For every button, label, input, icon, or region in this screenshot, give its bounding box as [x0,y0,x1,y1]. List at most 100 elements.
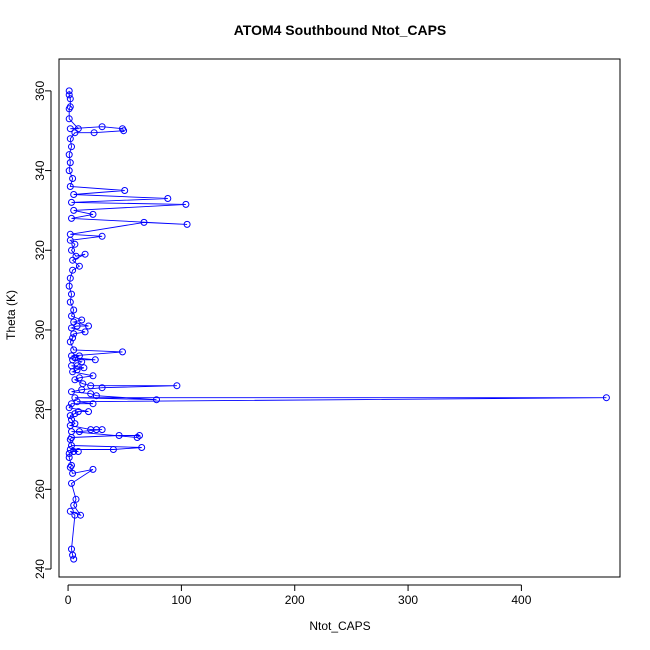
data-point [173,382,181,390]
data-point [69,256,77,264]
data-point [71,420,79,428]
data-point [66,125,74,133]
data-point [68,416,75,424]
data-point [89,372,97,380]
data-point [66,338,74,346]
data-point [182,200,190,208]
y-tick-label: 260 [33,479,47,499]
data-point [89,465,97,473]
data-point [70,191,78,198]
data-point [72,252,80,260]
chart-title: ATOM4 Southbound Ntot_CAPS [234,22,447,38]
data-point [81,328,89,336]
data-point [71,240,79,248]
data-point [81,250,89,258]
data-point [69,356,77,364]
data-point [119,125,126,133]
data-point [68,545,75,553]
data-point [71,129,79,137]
data-point [75,262,83,270]
data-point [66,159,74,167]
y-axis: 240 260 280 300 320 340 360 [33,81,52,579]
data-point [133,434,141,441]
data-point [75,428,83,436]
data-point [72,495,80,503]
data-point [70,555,78,563]
data-point [70,318,78,326]
y-tick-label: 280 [33,399,47,419]
data-point [85,322,92,330]
data-point [74,125,82,133]
data-point [73,362,81,370]
data-point [68,143,75,151]
data-point [74,448,82,455]
data-point [71,354,79,362]
data-point [65,115,73,123]
data-point [69,266,77,274]
data-point [65,450,73,457]
data-point [70,206,78,214]
data-point [183,220,191,228]
data-point [65,151,73,159]
y-tick-label: 320 [33,240,47,260]
data-point [66,298,74,306]
y-tick-label: 300 [33,320,47,340]
data-point [71,376,79,384]
data-point [138,444,146,451]
data-point [89,210,97,218]
data-point [68,312,75,320]
data-point [136,432,143,439]
data-point [68,388,75,396]
y-axis-label: Theta (K) [4,290,18,340]
data-point [164,195,172,202]
data-point [68,352,75,360]
data-point [71,394,79,402]
x-tick-label: 200 [285,593,305,607]
data-point [68,214,75,222]
data-point [68,290,75,298]
x-axis-label: Ntot_CAPS [309,619,370,633]
x-tick-label: 300 [398,593,418,607]
data-point [98,232,106,240]
data-point [79,380,87,388]
data-point [66,230,74,238]
data-point [109,446,117,453]
data-point [69,334,77,342]
x-tick-label: 400 [511,593,531,607]
data-point [87,426,95,434]
data-point [69,175,77,182]
data-point [75,374,83,382]
data-point [65,87,73,95]
data-point [115,432,123,439]
data-point [66,135,74,143]
data-point [70,330,78,338]
data-point [68,479,75,487]
data-point [140,218,148,226]
data-point [68,461,75,469]
data-point [78,316,86,324]
data-point [87,382,95,390]
y-tick-label: 240 [33,559,47,579]
data-point [77,511,84,519]
y-tick-label: 340 [33,160,47,180]
data-point [66,274,74,282]
data-point [66,446,74,453]
data-point [73,366,81,374]
data-point [73,322,81,330]
data-point [70,501,78,509]
data-point [66,103,74,111]
data-point [68,198,75,206]
data-point [80,364,88,372]
data-point [602,394,610,402]
data-point [121,187,129,194]
x-tick-label: 0 [65,593,72,607]
data-point [89,400,97,408]
data-point [71,410,79,418]
data-point [65,167,73,175]
data-point [66,412,74,420]
data-point [66,95,74,103]
data-point [70,346,78,354]
data-point [78,358,86,366]
plot-frame [58,58,621,578]
